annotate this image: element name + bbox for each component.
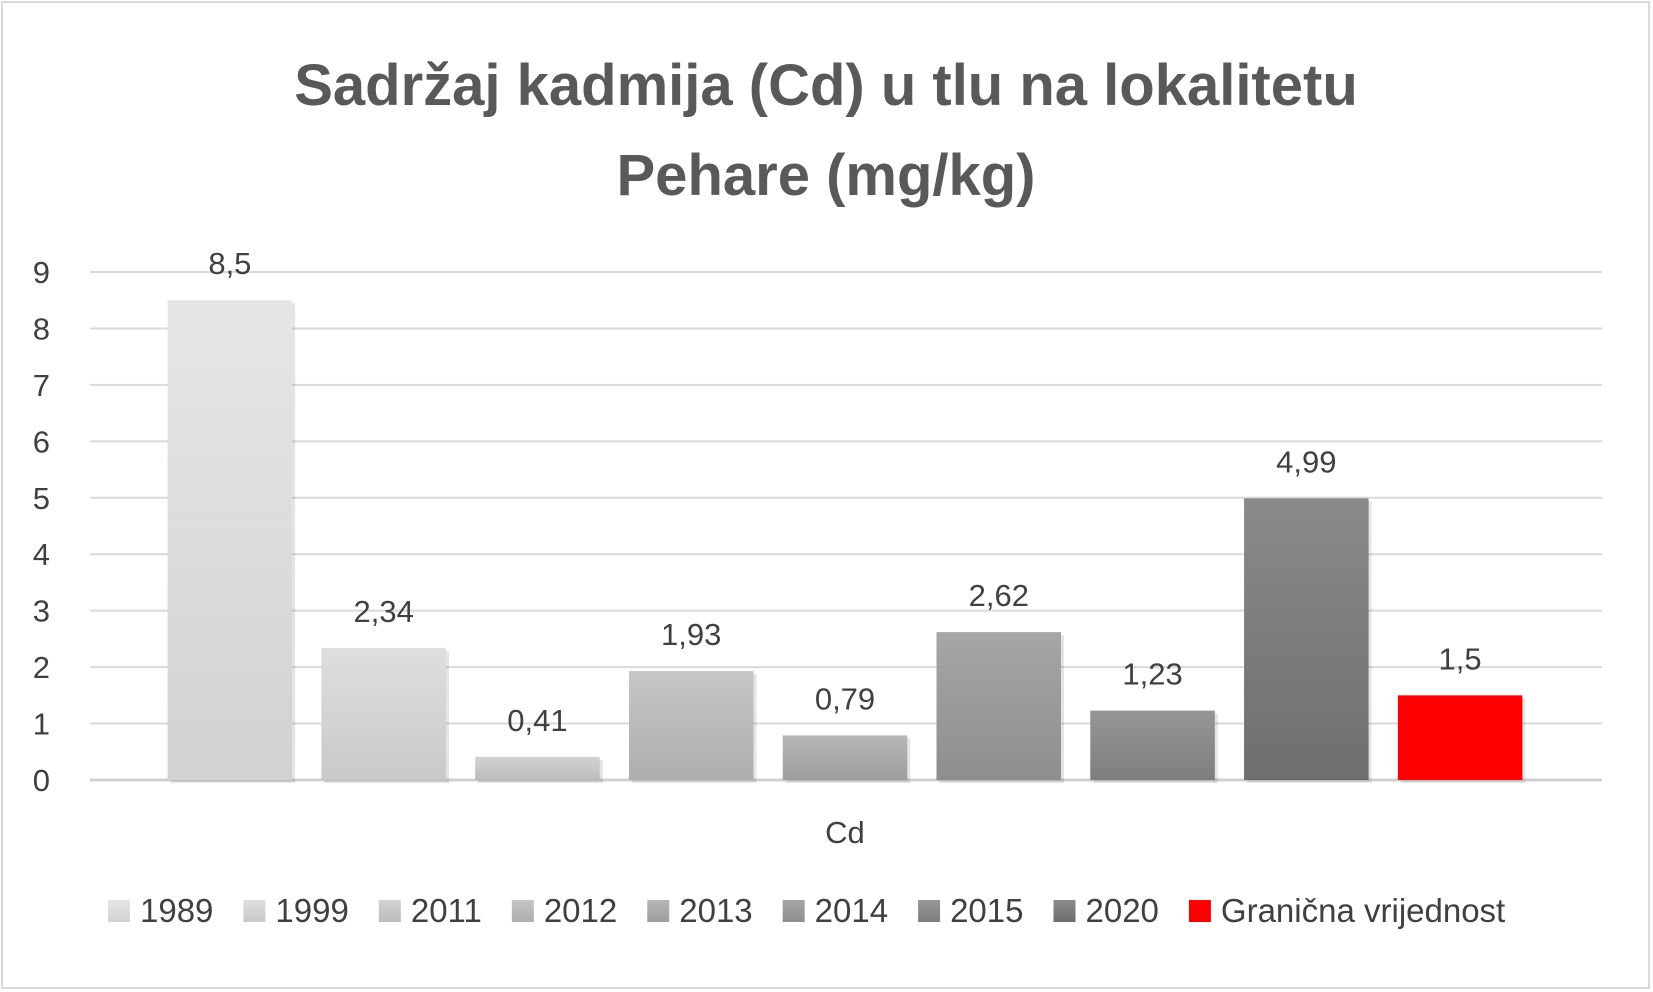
legend-label: 2015	[950, 892, 1023, 929]
bar-2015	[1090, 710, 1215, 780]
bar-granična-vrijednost	[1397, 695, 1523, 780]
category-label: Cd	[825, 815, 865, 850]
legend-item: 2014	[782, 892, 888, 929]
data-label: 0,41	[507, 703, 567, 738]
legend-label: 2013	[679, 892, 752, 929]
legend-item: 2020	[1053, 892, 1159, 929]
chart-title-line-2: Pehare (mg/kg)	[617, 143, 1036, 208]
y-tick-label: 2	[33, 650, 50, 685]
legend-label: 2011	[411, 892, 482, 929]
y-axis-ticks: 0 1 2 3 4 5 6 7 8 9	[33, 255, 50, 798]
legend-label: 2012	[544, 892, 617, 929]
y-tick-label: 4	[33, 537, 50, 572]
legend-item: 1989	[108, 892, 213, 929]
bar-2011	[475, 756, 600, 780]
data-label: 8,5	[208, 246, 251, 281]
legend-swatch	[511, 900, 534, 922]
legend-label: 1999	[275, 892, 348, 929]
legend-swatch	[1053, 900, 1076, 922]
legend-item: 2011	[378, 892, 482, 929]
chart-title-line-1: Sadržaj kadmija (Cd) u tlu na lokalitetu	[294, 53, 1358, 118]
legend-label: 2020	[1086, 892, 1159, 929]
bar-2013	[782, 735, 908, 780]
bar-2014	[936, 632, 1062, 780]
legend: 1989 1999 2011 2012 2013 2014 2015 2020 Granična…	[108, 892, 1505, 929]
legend-item: 2013	[647, 892, 753, 929]
data-label: 2,34	[353, 594, 413, 629]
legend-swatch	[1188, 900, 1211, 922]
legend-swatch	[108, 900, 130, 922]
legend-label: 2014	[815, 892, 888, 929]
legend-item: 2015	[918, 892, 1024, 929]
y-tick-label: 8	[33, 311, 50, 346]
bar-2020	[1244, 498, 1369, 780]
legend-swatch	[782, 900, 805, 922]
bar-1989	[167, 300, 293, 780]
bar-2012	[628, 671, 754, 780]
y-tick-label: 6	[33, 424, 50, 459]
data-label: 1,93	[661, 617, 721, 652]
data-label: 2,62	[969, 578, 1029, 613]
legend-swatch	[378, 900, 401, 922]
data-label: 4,99	[1276, 444, 1336, 479]
legend-item: Granična vrijednost	[1188, 892, 1505, 929]
legend-swatch	[243, 900, 266, 922]
data-labels: 8,5 2,34 0,41 1,93 0,79 2,62 1,23 4,99 1,5	[208, 246, 1481, 738]
y-tick-label: 0	[33, 763, 50, 798]
y-tick-label: 9	[33, 255, 50, 290]
bars	[167, 300, 1526, 783]
legend-swatch	[647, 900, 670, 922]
y-tick-label: 3	[33, 594, 50, 629]
y-tick-label: 1	[33, 707, 50, 742]
legend-label: Granična vrijednost	[1221, 892, 1505, 929]
y-tick-label: 5	[33, 481, 50, 516]
data-label: 1,5	[1439, 641, 1482, 676]
y-tick-label: 7	[33, 368, 50, 403]
legend-item: 2012	[511, 892, 617, 929]
legend-swatch	[918, 900, 941, 922]
legend-item: 1999	[243, 892, 349, 929]
bar-1999	[321, 647, 446, 780]
data-label: 0,79	[815, 681, 875, 716]
legend-label: 1989	[140, 892, 213, 929]
data-label: 1,23	[1122, 657, 1182, 692]
